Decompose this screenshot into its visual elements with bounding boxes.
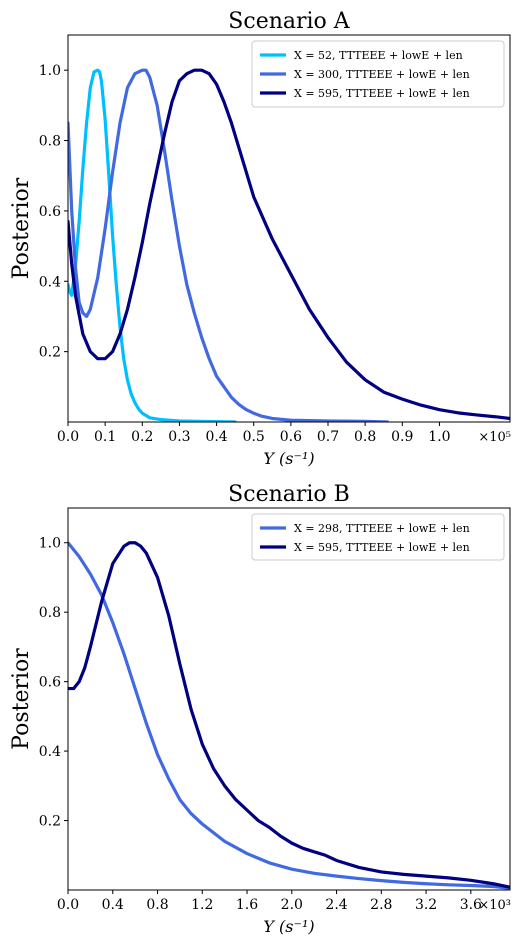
x-tick-label: 0.5 <box>243 429 265 445</box>
legend-entry-2: X = 300, TTTEEE + lowE + len <box>294 68 470 81</box>
series-line-1 <box>68 68 237 422</box>
legend: X = 298, TTTEEE + lowE + len X = 595, TTT… <box>251 513 505 561</box>
x-tick-label: 0.8 <box>146 897 168 913</box>
series-line-1 <box>68 541 510 890</box>
x-tick-label: 0.9 <box>391 429 413 445</box>
chart-panel-1: Scenario A 0.0 0.1 0.2 0.3 0.4 0.5 0.6 0.7 0.8 0.9… <box>9 9 511 468</box>
x-tick-label: 2.0 <box>281 897 303 913</box>
x-tick-label: 3.2 <box>415 897 437 913</box>
x-axis-label: Y (s⁻¹) <box>263 917 314 936</box>
series-line-2 <box>68 68 390 422</box>
x-tick-label: 0.2 <box>131 429 153 445</box>
x-axis-label: Y (s⁻¹) <box>263 449 314 468</box>
y-tick-label: 0.2 <box>39 814 61 830</box>
chart-title: Scenario B <box>228 482 350 507</box>
y-tick-label: 0.4 <box>39 744 61 760</box>
x-tick-label: 2.8 <box>370 897 392 913</box>
y-tick-label: 0.6 <box>39 675 61 691</box>
y-tick-label: 1.0 <box>39 63 61 79</box>
x-tick-label: 0.0 <box>57 429 79 445</box>
legend: X = 52, TTTEEE + lowE + len X = 300, TTTE… <box>251 40 505 108</box>
x-tick-label: 3.6 <box>460 897 482 913</box>
x-tick-label: 0.8 <box>354 429 376 445</box>
y-tick-label: 0.2 <box>39 345 61 361</box>
plot-frame <box>67 34 511 423</box>
series-line-3 <box>68 68 510 421</box>
y-tick-label: 1.0 <box>39 536 61 552</box>
x-tick-label: 0.1 <box>94 429 116 445</box>
x-tick-label: 0.3 <box>168 429 190 445</box>
x-tick-label: 1.6 <box>236 897 258 913</box>
x-tick-label: 0.6 <box>280 429 302 445</box>
y-tick-label: 0.6 <box>39 204 61 220</box>
y-axis-label: Posterior <box>9 648 34 750</box>
legend-box <box>251 513 505 561</box>
x-axis-multiplier: ×10³ <box>478 898 511 913</box>
y-axis-label: Posterior <box>9 177 34 279</box>
y-tick-label: 0.8 <box>39 134 61 150</box>
chart-panel-2: Scenario B 0.0 0.4 0.8 1.2 1.6 2.0 2.4 2.8 3.2 3.6… <box>9 482 511 936</box>
y-tick-label: 0.8 <box>39 605 61 621</box>
x-tick-label: 0.0 <box>57 897 79 913</box>
x-tick-label: 1.2 <box>191 897 213 913</box>
x-tick-label: 0.4 <box>102 897 124 913</box>
y-tick-label: 0.4 <box>39 274 61 290</box>
x-tick-label: 0.7 <box>317 429 339 445</box>
legend-entry-3: X = 595, TTTEEE + lowE + len <box>294 87 470 100</box>
series-line-2 <box>68 541 510 889</box>
legend-entry-2: X = 595, TTTEEE + lowE + len <box>294 541 470 554</box>
legend-entry-1: X = 52, TTTEEE + lowE + len <box>294 49 463 62</box>
chart-title: Scenario A <box>228 9 350 34</box>
plot-frame <box>67 507 511 891</box>
x-tick-label: 0.4 <box>205 429 227 445</box>
legend-entry-1: X = 298, TTTEEE + lowE + len <box>294 522 470 535</box>
legend-box <box>251 40 505 108</box>
x-tick-label: 2.4 <box>325 897 347 913</box>
x-tick-label: 1.0 <box>428 429 450 445</box>
x-axis-multiplier: ×10⁵ <box>478 430 511 445</box>
